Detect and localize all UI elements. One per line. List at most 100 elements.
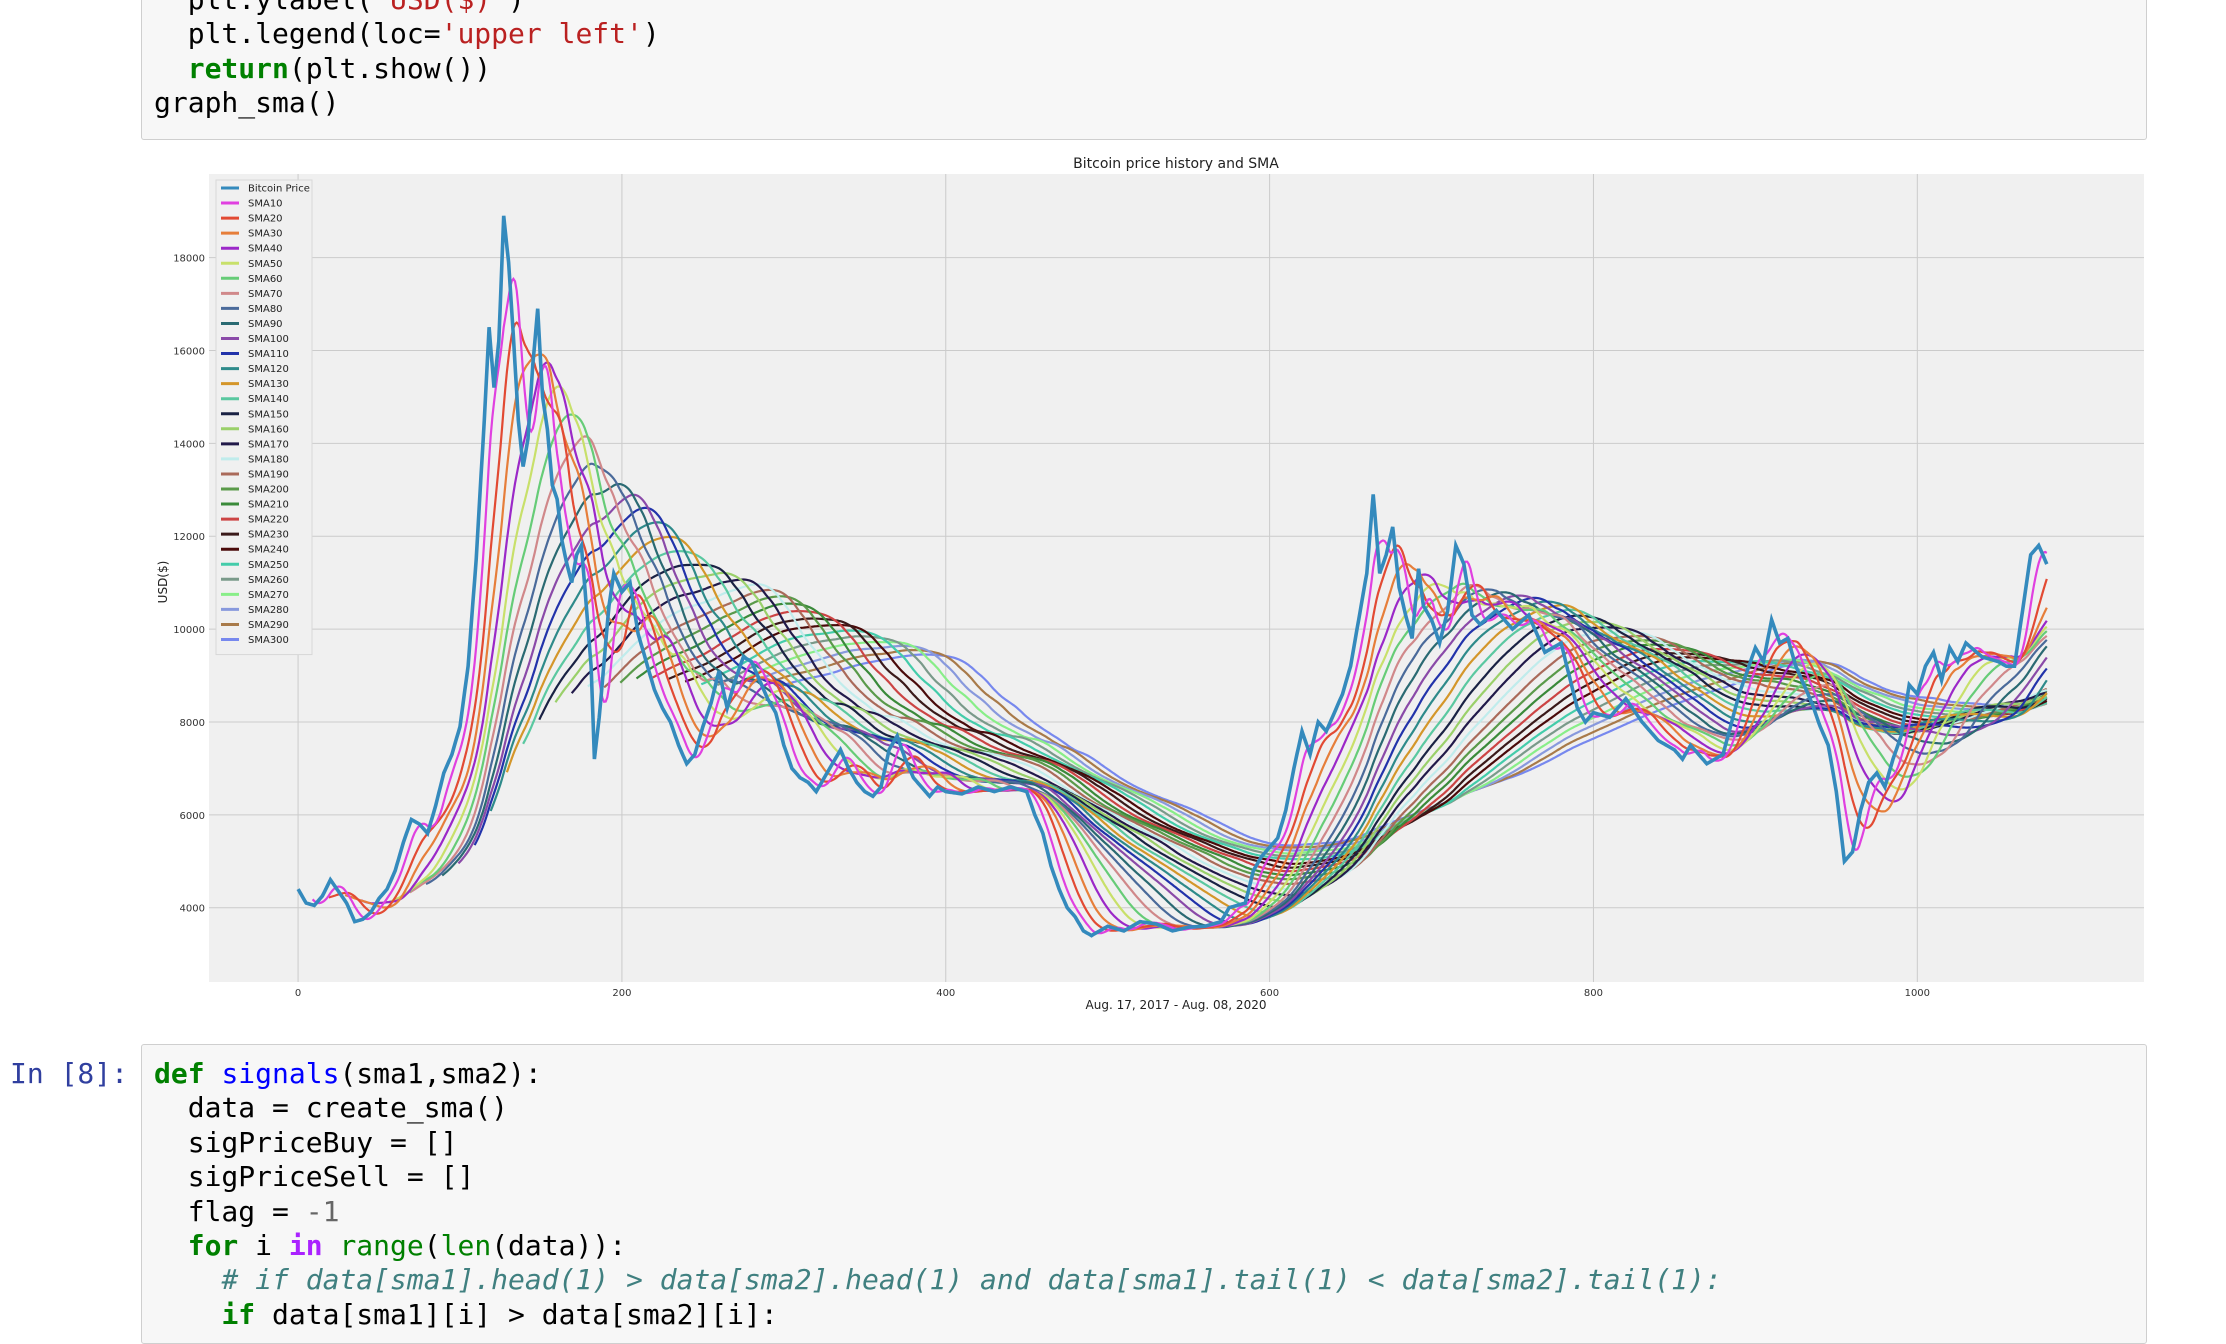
y-tick-label: 6000 (180, 811, 205, 822)
legend: Bitcoin Price SMA10 SMA20 SMA30 SMA40 SMA50 SM… (215, 179, 313, 656)
code-line: plt.legend(loc='upper left') (154, 17, 660, 51)
code-line: for i in range(len(data)): (154, 1229, 626, 1263)
code-token: for (187, 1229, 239, 1262)
legend-label: SMA100 (248, 334, 289, 345)
y-tick-label: 12000 (173, 532, 205, 543)
chart: 0 200 400 600 800 1000 4000 6000 8000 10000 12000 1… (156, 156, 2144, 1012)
code-token: 'USD($)' (373, 0, 508, 16)
code-token: return (187, 51, 289, 85)
code-token: flag = (187, 1194, 306, 1228)
code-token: 'upper left' (440, 17, 643, 51)
code-token: i (238, 1229, 289, 1262)
code-token: signals (221, 1057, 340, 1090)
legend-label: SMA130 (248, 379, 289, 390)
code-token: (sma1,sma2): (339, 1057, 542, 1090)
legend-label: SMA200 (248, 485, 289, 496)
legend-label: SMA230 (248, 530, 289, 541)
legend-label: SMA240 (248, 545, 289, 556)
code-token (323, 1229, 340, 1262)
legend-label: SMA170 (248, 439, 289, 450)
x-tick-label: 600 (1260, 988, 1279, 999)
code-token: sigPriceBuy = [] (187, 1125, 458, 1159)
legend-label: SMA110 (248, 349, 289, 360)
legend-label: SMA20 (248, 214, 283, 225)
code-cell-top[interactable]: plt.ylabel('USD($)') plt.legend(loc='upp… (141, 0, 2147, 140)
x-tick-label: 400 (936, 988, 955, 999)
code-token: def (154, 1057, 205, 1090)
chart-title: Bitcoin price history and SMA (1073, 156, 1279, 172)
y-tick-label: 16000 (173, 346, 205, 357)
y-tick-label: 4000 (180, 904, 205, 915)
x-tick-label: 200 (612, 988, 631, 999)
code-token: if (221, 1297, 256, 1331)
code-token: (plt.show()) (288, 51, 492, 85)
code-token: ) (508, 0, 525, 16)
legend-label: SMA190 (248, 469, 289, 480)
y-tick-label: 14000 (173, 439, 205, 450)
code-token: ( (423, 1229, 441, 1262)
code-line: def signals(sma1,sma2): (154, 1057, 542, 1091)
legend-label: SMA160 (248, 424, 289, 435)
code-cell-bottom[interactable]: def signals(sma1,sma2): data = create_sm… (141, 1044, 2147, 1344)
x-tick-label: 0 (295, 988, 301, 999)
y-tick-label: 8000 (180, 718, 205, 729)
legend-label: SMA70 (248, 289, 283, 300)
legend-label: SMA270 (248, 590, 289, 601)
tick-labels: 0 200 400 600 800 1000 4000 6000 8000 10000 12000 1… (173, 254, 1930, 999)
legend-label: SMA290 (248, 620, 289, 631)
x-axis-label: Aug. 17, 2017 - Aug. 08, 2020 (1086, 998, 1267, 1012)
code-token: ) (642, 17, 660, 51)
code-token: (data)): (491, 1229, 627, 1262)
code-token: in (288, 1229, 323, 1262)
code-token: # if data[sma1].head(1) > data[sma2].hea… (221, 1263, 1722, 1297)
legend-label: SMA150 (248, 409, 289, 420)
legend-box (215, 179, 313, 656)
code-line: sigPriceBuy = [] (154, 1125, 458, 1160)
price-line (296, 215, 2049, 938)
code-line: # if data[sma1].head(1) > data[sma2].hea… (154, 1263, 1722, 1297)
code-token: data[sma1][i] > data[sma2][i]: (255, 1297, 778, 1331)
code-line: graph_sma() (154, 86, 339, 120)
code-line: plt.ylabel('USD($)') (154, 0, 525, 17)
series-lines (296, 215, 2049, 938)
legend-label: SMA80 (248, 304, 283, 315)
y-tick-label: 10000 (173, 625, 205, 636)
code-token: plt.ylabel( (188, 0, 373, 16)
code-line: return(plt.show()) (154, 52, 491, 86)
code-token (205, 1057, 222, 1090)
legend-label: SMA210 (248, 500, 289, 511)
code-line: flag = -1 (154, 1194, 340, 1229)
legend-label: SMA300 (248, 635, 289, 646)
code-token: graph_sma() (154, 86, 340, 120)
legend-label: SMA250 (248, 560, 289, 571)
sma-line (684, 624, 2048, 865)
code-token: len (440, 1229, 492, 1262)
code-token: range (339, 1229, 424, 1262)
legend-label: SMA280 (248, 605, 289, 616)
legend-label: SMA40 (248, 244, 283, 255)
legend-label: SMA260 (248, 575, 289, 586)
code-line: data = create_sma() (154, 1091, 508, 1125)
x-tick-label: 1000 (1905, 988, 1930, 999)
legend-label: SMA180 (248, 454, 289, 465)
y-axis-label: USD($) (156, 561, 170, 604)
legend-label: Bitcoin Price (248, 184, 310, 195)
grid (209, 174, 2144, 982)
code-token: sigPriceSell = [] (187, 1160, 475, 1194)
y-tick-label: 18000 (173, 254, 205, 265)
code-line: if data[sma1][i] > data[sma2][i]: (154, 1297, 778, 1332)
code-token: data = create_sma() (187, 1091, 509, 1125)
legend-label: SMA90 (248, 319, 283, 330)
legend-label: SMA120 (248, 364, 289, 375)
code-token: plt.legend(loc= (187, 17, 441, 51)
legend-label: SMA140 (248, 394, 289, 405)
legend-label: SMA30 (248, 229, 283, 240)
legend-label: SMA60 (248, 274, 283, 285)
x-tick-label: 800 (1584, 988, 1603, 999)
legend-label: SMA50 (248, 259, 283, 270)
legend-label: SMA10 (248, 199, 283, 210)
code-line: sigPriceSell = [] (154, 1160, 475, 1194)
code-token: -1 (305, 1194, 340, 1228)
legend-label: SMA220 (248, 515, 289, 526)
cell-prompt: In [8]: (10, 1057, 129, 1090)
